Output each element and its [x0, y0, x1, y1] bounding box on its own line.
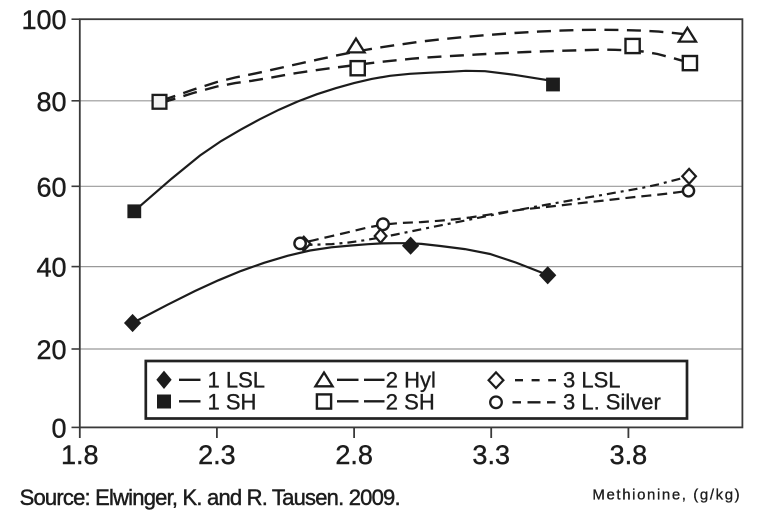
svg-text:40: 40 [36, 253, 66, 283]
svg-text:Methionine, (g/kg): Methionine, (g/kg) [592, 487, 741, 504]
svg-text:2 Hyl: 2 Hyl [386, 368, 436, 393]
svg-text:2.8: 2.8 [335, 440, 373, 470]
svg-text:60: 60 [36, 172, 66, 202]
svg-text:20: 20 [36, 335, 66, 365]
svg-text:1 SH: 1 SH [208, 390, 257, 415]
svg-text:100: 100 [21, 5, 66, 35]
svg-text:3.3: 3.3 [472, 440, 510, 470]
svg-text:Source: Elwinger, K. and R. Ta: Source: Elwinger, K. and R. Tausen. 2009… [20, 485, 400, 510]
svg-text:3.8: 3.8 [610, 440, 648, 470]
svg-text:3 L. Silver: 3 L. Silver [563, 390, 661, 415]
svg-text:1.8: 1.8 [61, 440, 99, 470]
svg-text:2 SH: 2 SH [386, 390, 435, 415]
svg-text:80: 80 [36, 87, 66, 117]
svg-text:3 LSL: 3 LSL [563, 368, 621, 393]
svg-text:2.3: 2.3 [198, 440, 236, 470]
svg-text:0: 0 [51, 413, 66, 443]
svg-text:1 LSL: 1 LSL [208, 368, 266, 393]
